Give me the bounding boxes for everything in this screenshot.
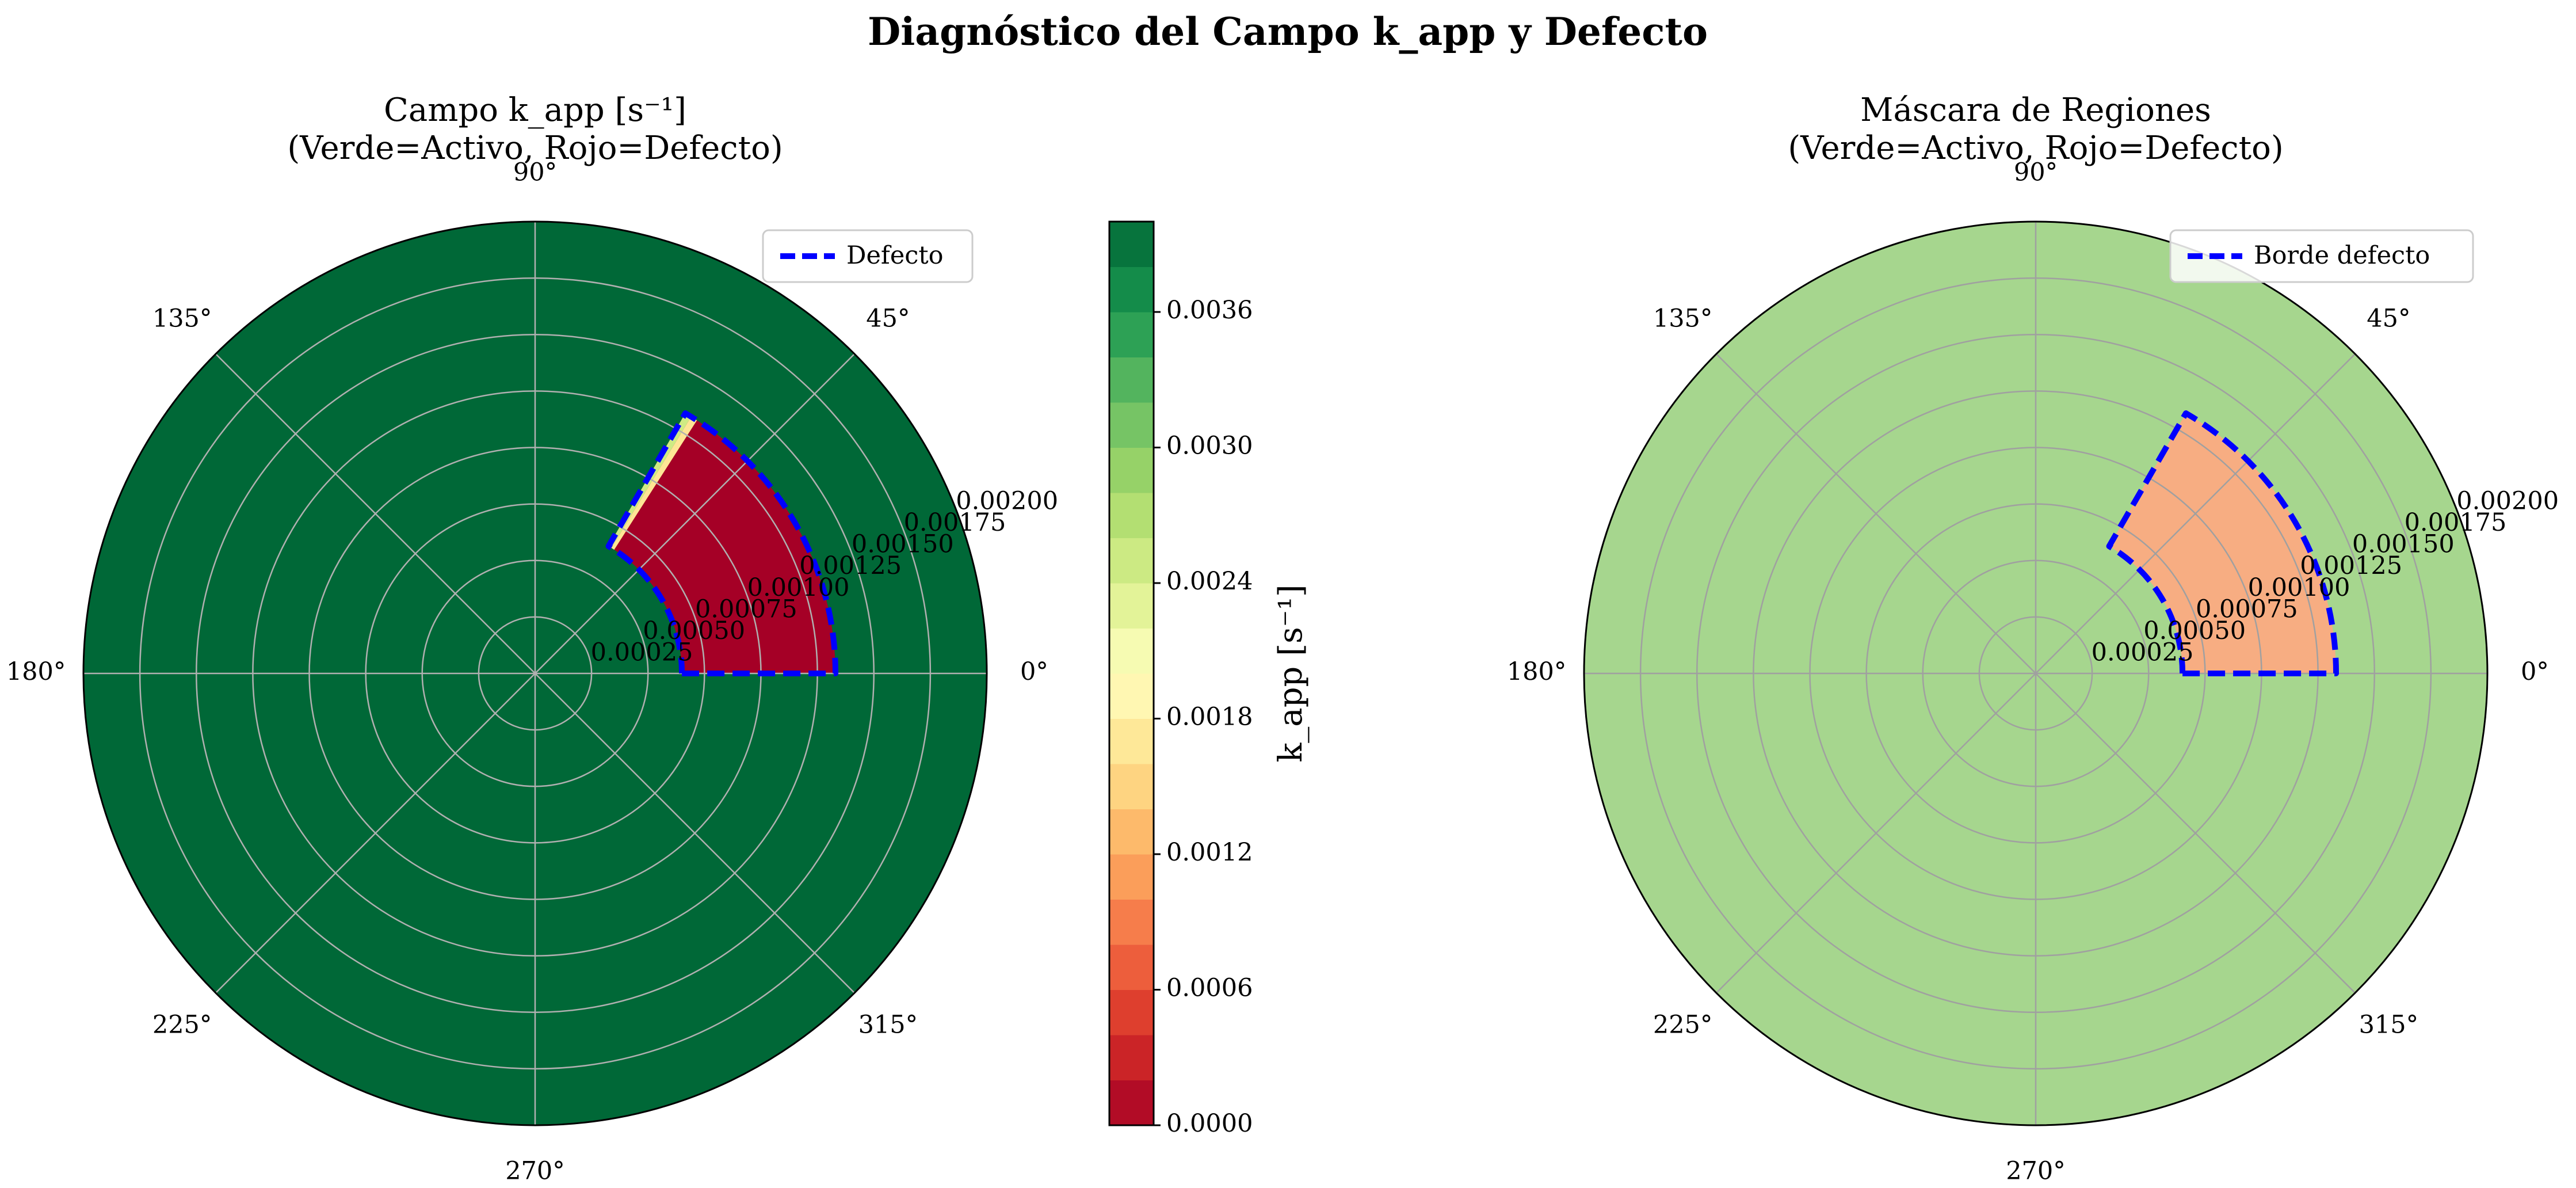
mask-polar-plot: 0.000250.000500.000750.001000.001250.001… bbox=[1507, 158, 2559, 1186]
colorbar-tick-label: 0.0030 bbox=[1166, 432, 1253, 460]
kapp-polar-plot: 0.000250.000500.000750.001000.001250.001… bbox=[6, 158, 1058, 1186]
legend-box bbox=[2169, 229, 2474, 283]
kapp-panel-title-line2: (Verde=Activo, Rojo=Defecto) bbox=[287, 130, 783, 167]
mask-panel-title-line2: (Verde=Activo, Rojo=Defecto) bbox=[1788, 130, 2283, 167]
r-tick-label: 0.00075 bbox=[2196, 595, 2298, 623]
r-tick-label: 0.00050 bbox=[2143, 616, 2246, 645]
colorbar-bands bbox=[1109, 222, 1154, 1126]
figure-title: Diagnóstico del Campo k_app y Defecto bbox=[868, 9, 1708, 54]
mask-legend: Borde defecto bbox=[2169, 229, 2474, 283]
colorbar-band bbox=[1109, 673, 1154, 719]
colorbar-tick-label: 0.0018 bbox=[1166, 703, 1253, 732]
colorbar-band bbox=[1109, 312, 1154, 357]
theta-tick-label: 45° bbox=[2367, 304, 2410, 333]
kapp-field-panel: Campo k_app [s⁻¹] (Verde=Activo, Rojo=De… bbox=[6, 92, 1058, 1185]
colorbar-band bbox=[1109, 493, 1154, 538]
legend-entry-borde-defecto: Borde defecto bbox=[2254, 241, 2430, 270]
kapp-legend: Defecto bbox=[762, 229, 974, 283]
colorbar-tick-label: 0.0012 bbox=[1166, 838, 1253, 867]
colorbar-tick-label: 0.0036 bbox=[1166, 296, 1253, 325]
legend-entry-defecto: Defecto bbox=[846, 241, 944, 270]
r-tick-label: 0.00075 bbox=[695, 595, 797, 623]
theta-tick-label: 225° bbox=[152, 1010, 212, 1039]
colorbar-band bbox=[1109, 1035, 1154, 1080]
polar-frame bbox=[1583, 220, 2489, 1126]
grid-spoke bbox=[2035, 353, 2356, 674]
colorbar-band bbox=[1109, 1080, 1154, 1126]
r-tick-label: 0.00200 bbox=[956, 487, 1058, 516]
polar-frame bbox=[82, 220, 988, 1126]
r-tick-label: 0.00050 bbox=[643, 616, 745, 645]
kapp-panel-title-line1: Campo k_app [s⁻¹] bbox=[384, 92, 686, 129]
theta-tick-label: 315° bbox=[2359, 1010, 2419, 1039]
colorbar-band bbox=[1109, 628, 1154, 674]
colorbar-tick-label: 0.0024 bbox=[1166, 567, 1253, 596]
r-tick-label: 0.00175 bbox=[2405, 508, 2507, 537]
colorbar-band bbox=[1109, 583, 1154, 629]
theta-tick-label: 180° bbox=[1507, 657, 1567, 686]
colorbar-band bbox=[1109, 718, 1154, 764]
r-tick-label: 0.00150 bbox=[852, 530, 954, 559]
grid-spoke bbox=[2035, 673, 2356, 993]
r-tick-label: 0.00150 bbox=[2352, 530, 2455, 559]
theta-tick-label: 180° bbox=[6, 657, 66, 686]
theta-tick-label: 90° bbox=[2014, 158, 2058, 187]
theta-tick-label: 225° bbox=[1653, 1010, 1713, 1039]
region-mask-panel: Máscara de Regiones (Verde=Activo, Rojo=… bbox=[1507, 92, 2559, 1185]
r-tick-label: 0.00125 bbox=[799, 551, 902, 580]
r-tick-label: 0.00125 bbox=[2300, 551, 2402, 580]
mask-panel-title-line1: Máscara de Regiones bbox=[1860, 92, 2211, 129]
colorbar-frame bbox=[1108, 220, 1155, 1126]
grid-spoke bbox=[1716, 353, 2036, 674]
colorbar-tick-label: 0.0006 bbox=[1166, 974, 1253, 1003]
grid-spoke bbox=[535, 673, 855, 993]
defect-boundary-line bbox=[2106, 410, 2340, 676]
defect-region bbox=[2109, 413, 2337, 673]
theta-tick-label: 90° bbox=[513, 158, 557, 187]
r-tick-label: 0.00100 bbox=[2248, 573, 2350, 602]
grid-spoke bbox=[215, 673, 536, 993]
theta-tick-label: 45° bbox=[866, 304, 910, 333]
r-tick-label: 0.00175 bbox=[904, 508, 1006, 537]
colorbar-band bbox=[1109, 809, 1154, 855]
colorbar-band bbox=[1109, 402, 1154, 448]
theta-tick-label: 315° bbox=[858, 1010, 918, 1039]
theta-tick-label: 270° bbox=[505, 1156, 565, 1185]
theta-tick-label: 135° bbox=[1653, 304, 1713, 333]
colorbar-band bbox=[1109, 357, 1154, 403]
colorbar-tick-label: 0.0000 bbox=[1166, 1109, 1253, 1138]
theta-tick-label: 0° bbox=[2521, 657, 2549, 686]
colorbar-band bbox=[1109, 222, 1154, 267]
defect-region bbox=[608, 413, 836, 673]
colorbar-band bbox=[1109, 854, 1154, 900]
r-tick-label: 0.00200 bbox=[2456, 487, 2559, 516]
colorbar-band bbox=[1109, 945, 1154, 990]
defect-transition-band bbox=[611, 416, 697, 550]
colorbar-band bbox=[1109, 899, 1154, 945]
grid-spoke bbox=[535, 353, 855, 674]
colorbar-band bbox=[1109, 538, 1154, 584]
kapp-colorbar: 0.0000 0.0006 0.0012 0.0018 0.0024 0.0030 0.00… bbox=[1108, 220, 1310, 1138]
colorbar-band bbox=[1109, 447, 1154, 493]
colorbar-band bbox=[1109, 989, 1154, 1035]
colorbar-band bbox=[1109, 266, 1154, 313]
theta-tick-label: 270° bbox=[2006, 1156, 2066, 1185]
r-tick-label: 0.00100 bbox=[747, 573, 850, 602]
theta-tick-label: 135° bbox=[152, 304, 212, 333]
theta-tick-label: 0° bbox=[1020, 657, 1048, 686]
legend-box bbox=[762, 229, 974, 283]
defect-boundary-line bbox=[605, 410, 839, 676]
colorbar-label: k_app [s⁻¹] bbox=[1272, 584, 1310, 762]
grid-spoke bbox=[1716, 673, 2036, 993]
r-tick-label: 0.00025 bbox=[2092, 638, 2194, 667]
colorbar-band bbox=[1109, 764, 1154, 809]
grid-spoke bbox=[215, 353, 536, 674]
colorbar-ticks: 0.0000 0.0006 0.0012 0.0018 0.0024 0.0030 0.00… bbox=[1154, 296, 1253, 1138]
r-tick-label: 0.00025 bbox=[591, 638, 693, 667]
